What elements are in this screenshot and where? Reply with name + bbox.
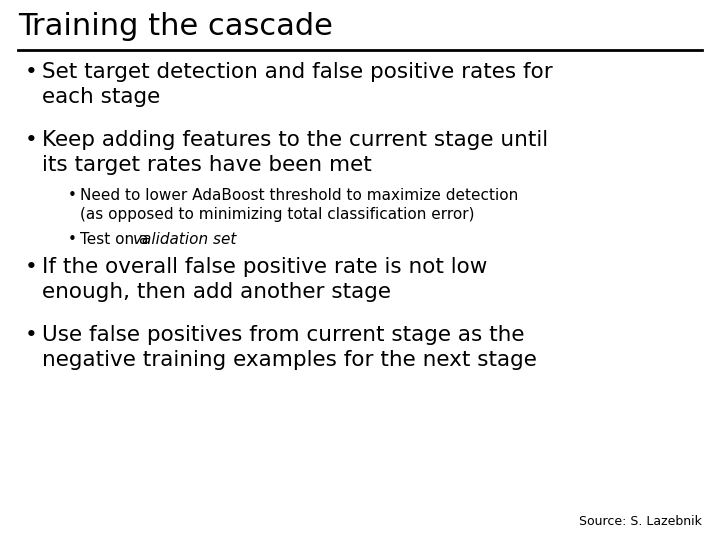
Text: Keep adding features to the current stage until
its target rates have been met: Keep adding features to the current stag… — [42, 130, 548, 175]
Text: Need to lower AdaBoost threshold to maximize detection
(as opposed to minimizing: Need to lower AdaBoost threshold to maxi… — [80, 188, 518, 221]
Text: •: • — [25, 130, 37, 150]
Text: Training the cascade: Training the cascade — [18, 12, 333, 41]
Text: Source: S. Lazebnik: Source: S. Lazebnik — [579, 515, 702, 528]
Text: •: • — [68, 188, 77, 203]
Text: •: • — [25, 325, 37, 345]
Text: validation set: validation set — [133, 232, 237, 247]
Text: Use false positives from current stage as the
negative training examples for the: Use false positives from current stage a… — [42, 325, 537, 370]
Text: •: • — [25, 257, 37, 277]
Text: Set target detection and false positive rates for
each stage: Set target detection and false positive … — [42, 62, 553, 107]
Text: •: • — [68, 232, 77, 247]
Text: If the overall false positive rate is not low
enough, then add another stage: If the overall false positive rate is no… — [42, 257, 487, 302]
Text: Test on a: Test on a — [80, 232, 153, 247]
Text: •: • — [25, 62, 37, 82]
